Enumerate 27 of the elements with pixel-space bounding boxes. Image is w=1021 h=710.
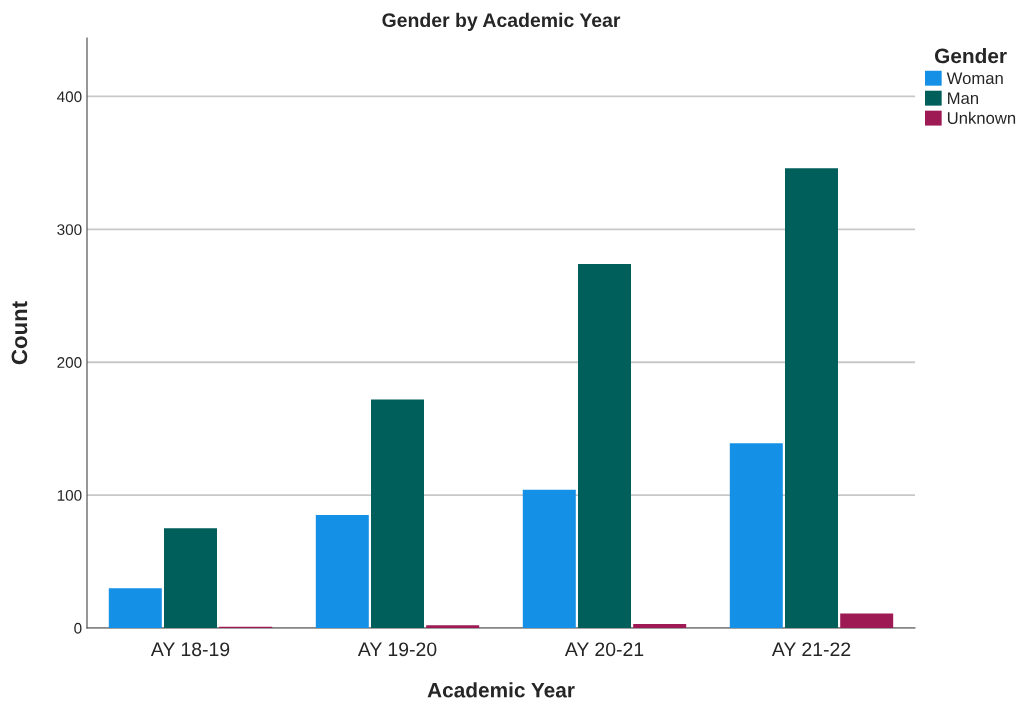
- x-tick-label: AY 18-19: [150, 642, 230, 657]
- bar: [164, 528, 217, 628]
- legend-label: Man: [948, 92, 979, 105]
- bar: [785, 168, 838, 628]
- bar: [729, 443, 783, 628]
- y-tick-label: 300: [57, 224, 82, 236]
- x-tick-label: AY 19-20: [357, 642, 437, 657]
- y-axis-title: Count: [11, 301, 28, 365]
- bar: [371, 399, 424, 628]
- bar: [426, 625, 480, 628]
- x-axis-title: Academic Year: [427, 682, 575, 698]
- legend-label: Unknown: [947, 111, 1016, 124]
- x-tick-label: AY 20-21: [564, 642, 644, 657]
- legend-label: Woman: [946, 72, 1003, 85]
- bar: [108, 588, 162, 628]
- y-tick-label: 400: [57, 91, 82, 103]
- bar: [578, 263, 631, 628]
- bar: [522, 489, 576, 628]
- x-tick-label: AY 21-22: [771, 642, 851, 656]
- legend-title: Gender: [934, 48, 1007, 64]
- y-tick-label: 100: [57, 489, 82, 501]
- bar: [633, 624, 687, 628]
- bar: [315, 515, 369, 628]
- bar: [840, 613, 894, 628]
- y-tick-label: 0: [74, 622, 82, 634]
- chart-title: Gender by Academic Year: [382, 12, 621, 31]
- y-tick-label: 200: [57, 357, 82, 368]
